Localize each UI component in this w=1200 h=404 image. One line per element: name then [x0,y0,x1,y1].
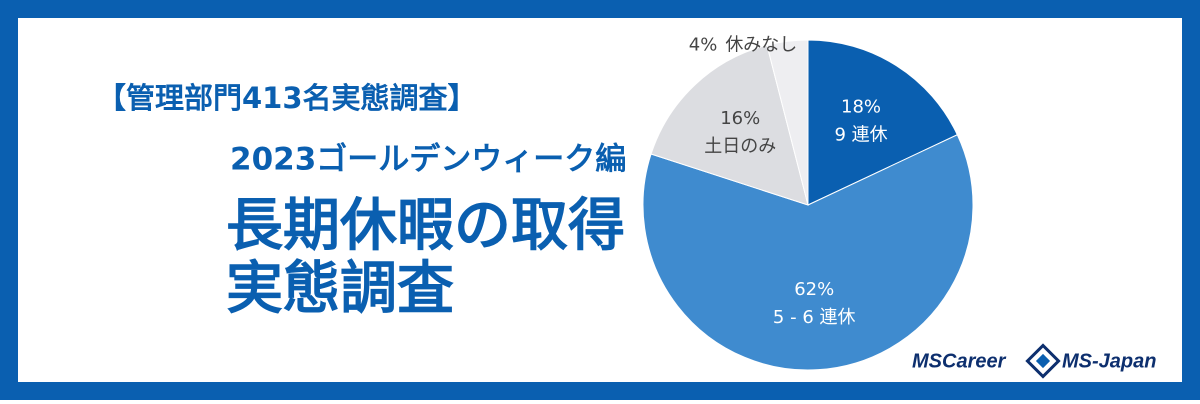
slice-label: 休みなし [725,34,797,55]
pie-slice [807,39,958,206]
logo-text: MS-Japan [1062,350,1156,372]
value-label: 18% [841,96,881,117]
slice-label: 土日のみ [704,136,776,157]
slice-label: 9 連休 [834,124,887,145]
value-label: 16% [720,108,760,129]
panel [18,18,1182,382]
title-line: 2023ゴールデンウィーク編 [230,142,626,178]
title-line: 実態調査 [226,256,454,322]
slice-label: 5 - 6 連休 [773,307,856,328]
pie-slice [766,39,809,206]
pie-slice [642,134,974,371]
logo-text: MSCareer [912,350,1007,372]
value-label: 62% [794,279,834,300]
value-label: 4% [689,34,718,55]
logo-icon [1025,343,1061,379]
title-line: 【管理部門413名実態調査】 [97,81,477,115]
title-line: 長期休暇の取得 [226,193,625,259]
pie-slice [650,44,809,206]
